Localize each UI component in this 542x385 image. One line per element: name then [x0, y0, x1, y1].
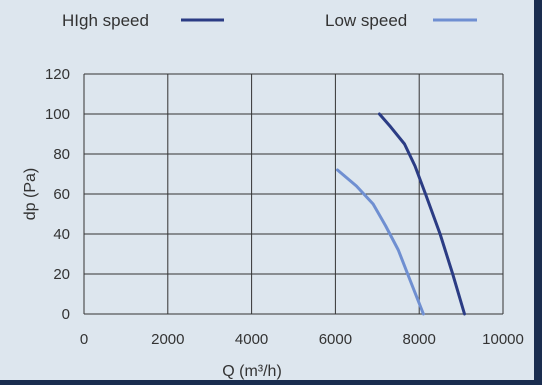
- right-border: [534, 0, 542, 385]
- legend-label-high-speed: HIgh speed: [62, 11, 149, 30]
- legend: HIgh speed Low speed: [62, 11, 477, 30]
- y-tick-label-5: 100: [45, 106, 70, 123]
- x-axis-title: Q (m³/h): [222, 363, 282, 380]
- y-tick-label-2: 40: [53, 226, 70, 243]
- series-line-high-speed: [377, 112, 466, 316]
- bottom-border: [0, 380, 542, 385]
- x-tick-label-5: 10000: [482, 331, 524, 348]
- x-tick-label-2: 4000: [235, 331, 268, 348]
- series-line-low-speed: [336, 168, 425, 316]
- y-tick-label-0: 0: [62, 306, 70, 323]
- y-axis-title: dp (Pa): [22, 168, 39, 220]
- y-tick-label-1: 20: [53, 266, 70, 283]
- x-tick-label-0: 0: [80, 331, 88, 348]
- series: [336, 112, 466, 316]
- x-tick-label-3: 6000: [319, 331, 352, 348]
- grid: [83, 73, 504, 315]
- x-tick-labels: 0 2000 4000 6000 8000 10000: [80, 331, 524, 348]
- y-tick-label-3: 60: [53, 186, 70, 203]
- x-tick-label-4: 8000: [403, 331, 436, 348]
- x-tick-label-1: 2000: [151, 331, 184, 348]
- y-tick-label-4: 80: [53, 146, 70, 163]
- legend-label-low-speed: Low speed: [325, 11, 407, 30]
- y-tick-labels: 0 20 40 60 80 100 120: [45, 66, 70, 323]
- y-tick-label-6: 120: [45, 66, 70, 83]
